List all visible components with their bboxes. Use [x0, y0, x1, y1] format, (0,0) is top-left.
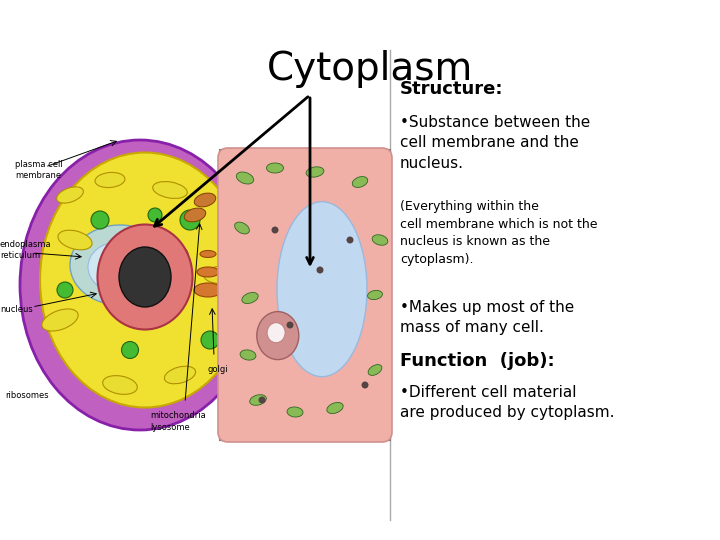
- FancyBboxPatch shape: [218, 148, 392, 442]
- Text: •Different cell material
are produced by cytoplasm.: •Different cell material are produced by…: [400, 385, 614, 421]
- Ellipse shape: [236, 172, 253, 184]
- Ellipse shape: [242, 293, 258, 303]
- Ellipse shape: [235, 222, 249, 234]
- Text: (Everything within the
cell membrane which is not the
nucleus is known as the
cy: (Everything within the cell membrane whi…: [400, 200, 598, 266]
- Ellipse shape: [306, 167, 324, 177]
- Ellipse shape: [40, 152, 250, 408]
- Ellipse shape: [240, 350, 256, 360]
- Ellipse shape: [58, 230, 92, 250]
- Ellipse shape: [204, 267, 236, 284]
- Ellipse shape: [184, 208, 206, 222]
- Ellipse shape: [57, 282, 73, 298]
- Ellipse shape: [42, 309, 78, 331]
- Circle shape: [346, 237, 354, 244]
- Text: plasma cell
membrane: plasma cell membrane: [15, 160, 63, 180]
- Ellipse shape: [352, 177, 368, 187]
- Ellipse shape: [194, 193, 216, 207]
- Ellipse shape: [164, 366, 196, 384]
- Text: •Substance between the
cell membrane and the
nucleus.: •Substance between the cell membrane and…: [400, 115, 590, 171]
- Ellipse shape: [172, 247, 188, 263]
- Ellipse shape: [91, 211, 109, 229]
- Ellipse shape: [88, 242, 148, 292]
- Text: mitochondria: mitochondria: [150, 410, 206, 420]
- Ellipse shape: [57, 187, 84, 203]
- Circle shape: [361, 381, 369, 388]
- Ellipse shape: [200, 251, 216, 258]
- Ellipse shape: [267, 323, 285, 343]
- Ellipse shape: [257, 312, 299, 360]
- Ellipse shape: [153, 181, 187, 198]
- Text: Function  (job):: Function (job):: [400, 352, 554, 370]
- Ellipse shape: [194, 283, 222, 297]
- Text: nucleus: nucleus: [0, 306, 32, 314]
- Ellipse shape: [70, 225, 170, 305]
- Ellipse shape: [266, 163, 284, 173]
- Ellipse shape: [372, 235, 388, 245]
- Text: •Makes up most of the
mass of many cell.: •Makes up most of the mass of many cell.: [400, 300, 575, 335]
- Ellipse shape: [122, 341, 138, 359]
- Ellipse shape: [368, 364, 382, 375]
- Text: lysosome: lysosome: [150, 423, 190, 433]
- Ellipse shape: [250, 395, 266, 406]
- Ellipse shape: [20, 140, 260, 430]
- Ellipse shape: [180, 210, 200, 230]
- Circle shape: [317, 267, 323, 273]
- Circle shape: [271, 226, 279, 233]
- Ellipse shape: [97, 225, 192, 329]
- Ellipse shape: [201, 331, 219, 349]
- Ellipse shape: [287, 407, 303, 417]
- Text: Cytoplasm: Cytoplasm: [267, 50, 473, 88]
- Ellipse shape: [327, 402, 343, 414]
- Circle shape: [287, 321, 294, 328]
- Text: golgi: golgi: [208, 366, 229, 375]
- Ellipse shape: [277, 202, 367, 377]
- Ellipse shape: [368, 291, 382, 300]
- Circle shape: [258, 396, 266, 403]
- Ellipse shape: [148, 208, 162, 222]
- Ellipse shape: [197, 267, 219, 277]
- Text: ribosomes: ribosomes: [5, 390, 49, 400]
- Bar: [220, 150, 390, 440]
- Ellipse shape: [103, 376, 138, 394]
- Text: Structure:: Structure:: [400, 80, 503, 98]
- Ellipse shape: [119, 247, 171, 307]
- Ellipse shape: [95, 172, 125, 187]
- Text: endoplasma
reticulum: endoplasma reticulum: [0, 240, 52, 260]
